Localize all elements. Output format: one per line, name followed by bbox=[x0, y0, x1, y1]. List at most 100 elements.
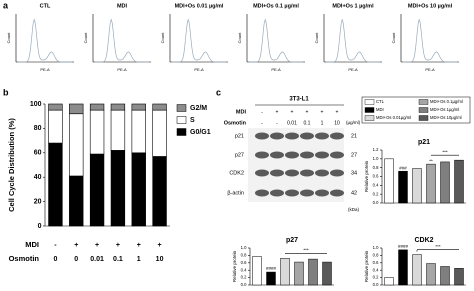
y-tick-label: 1.0 bbox=[241, 245, 247, 250]
bar bbox=[280, 258, 290, 286]
y-tick-label: 0.0 bbox=[373, 282, 379, 287]
legend-swatch bbox=[176, 104, 187, 112]
bar-segment bbox=[110, 150, 126, 227]
band bbox=[255, 189, 269, 197]
row-value: 1 bbox=[137, 256, 141, 263]
bar-segment bbox=[89, 103, 105, 111]
kda: 42 bbox=[351, 190, 357, 196]
band bbox=[300, 151, 314, 159]
bar-segment bbox=[69, 103, 84, 115]
panel-label: a bbox=[3, 0, 9, 10]
y-tick-label: 0 bbox=[38, 223, 42, 230]
legend-label: MDI bbox=[376, 107, 384, 112]
band bbox=[285, 151, 299, 159]
band bbox=[255, 169, 269, 177]
legend-label: MDI+Os 1µg/ml bbox=[430, 107, 459, 112]
bar bbox=[426, 163, 436, 204]
band bbox=[255, 151, 269, 159]
band bbox=[285, 132, 299, 140]
row-label: Osmotin bbox=[224, 120, 247, 126]
significance: * bbox=[416, 249, 418, 254]
y-tick-label: 0.2 bbox=[241, 275, 247, 280]
bar-segment bbox=[152, 109, 167, 157]
flow-curve bbox=[403, 18, 457, 63]
protein-label: CDK2 bbox=[229, 170, 244, 176]
y-tick-label: 0.6 bbox=[373, 174, 379, 179]
y-tick-label: 60 bbox=[34, 150, 42, 157]
flow-curve bbox=[95, 18, 149, 63]
legend-label: S bbox=[190, 117, 195, 124]
row-value: + bbox=[116, 242, 120, 249]
y-tick-label: 80 bbox=[34, 125, 42, 132]
unit: (µg/ml) bbox=[346, 120, 361, 125]
row-value: 1 bbox=[321, 120, 324, 126]
y-tick-label: 0.8 bbox=[241, 253, 247, 258]
flow-curve bbox=[172, 18, 226, 63]
flow-title: MDI+Os 0.1 µg/ml bbox=[253, 3, 299, 9]
bar bbox=[322, 261, 332, 286]
band bbox=[315, 151, 329, 159]
legend-swatch bbox=[418, 115, 429, 121]
band bbox=[300, 169, 314, 177]
bar bbox=[384, 158, 394, 204]
band bbox=[270, 132, 284, 140]
bar-segment bbox=[89, 109, 105, 155]
axis-label: PE-A bbox=[40, 67, 50, 72]
bar bbox=[454, 159, 464, 204]
axis-label: Count bbox=[391, 32, 396, 44]
band bbox=[285, 189, 299, 197]
row-value: + bbox=[321, 109, 324, 115]
y-tick-label: 0.2 bbox=[373, 275, 379, 280]
row-value: + bbox=[74, 242, 78, 249]
legend-swatch bbox=[364, 115, 375, 121]
bar bbox=[384, 277, 394, 286]
bar-segment bbox=[152, 156, 167, 227]
row-value: + bbox=[306, 109, 309, 115]
bar-segment bbox=[131, 152, 146, 227]
bar bbox=[294, 261, 304, 286]
axis-label: PE-A bbox=[348, 67, 358, 72]
legend-swatch bbox=[418, 99, 429, 105]
chart-title: p27 bbox=[286, 237, 298, 244]
row-value: 0.1 bbox=[304, 120, 311, 126]
significance: *** bbox=[303, 248, 309, 253]
axis-label: Count bbox=[237, 32, 242, 44]
y-tick-label: 40 bbox=[34, 174, 42, 181]
kda-unit: (kDa) bbox=[348, 207, 360, 212]
row-value: + bbox=[95, 242, 99, 249]
kda: 34 bbox=[351, 170, 357, 176]
significance: #### bbox=[398, 244, 409, 249]
row-label: MDI bbox=[25, 240, 39, 249]
significance: #### bbox=[266, 266, 277, 271]
y-tick-label: 0.0 bbox=[373, 200, 379, 205]
significance: *** bbox=[442, 149, 448, 154]
legend-label: G2/M bbox=[190, 105, 207, 112]
bar-segment bbox=[69, 113, 84, 177]
row-value: 10 bbox=[334, 120, 340, 126]
y-axis-label: Cell Cycle Distribution (%) bbox=[7, 118, 16, 212]
y-tick-label: 0.4 bbox=[373, 182, 379, 187]
bar bbox=[412, 254, 422, 286]
bar-segment bbox=[48, 103, 63, 111]
y-axis-label: Relative protein bbox=[364, 160, 369, 192]
axis-label: PE-A bbox=[271, 67, 281, 72]
flow-curve bbox=[326, 18, 380, 63]
bar bbox=[308, 258, 318, 286]
row-value: 10 bbox=[156, 256, 164, 263]
y-tick-label: 20 bbox=[34, 198, 42, 205]
row-value: + bbox=[291, 109, 294, 115]
significance: ### bbox=[399, 165, 407, 170]
axis-label: PE-A bbox=[425, 67, 435, 72]
row-value: + bbox=[276, 109, 279, 115]
panel-label: c bbox=[216, 87, 221, 97]
row-value: 0.1 bbox=[113, 256, 123, 263]
band bbox=[315, 132, 329, 140]
row-value: - bbox=[276, 120, 278, 126]
cell-line: 3T3-L1 bbox=[289, 97, 309, 103]
band bbox=[315, 169, 329, 177]
row-value: - bbox=[261, 120, 263, 126]
legend-swatch bbox=[176, 116, 187, 124]
row-value: - bbox=[54, 242, 57, 249]
bar bbox=[426, 263, 436, 286]
bar-segment bbox=[110, 103, 126, 111]
